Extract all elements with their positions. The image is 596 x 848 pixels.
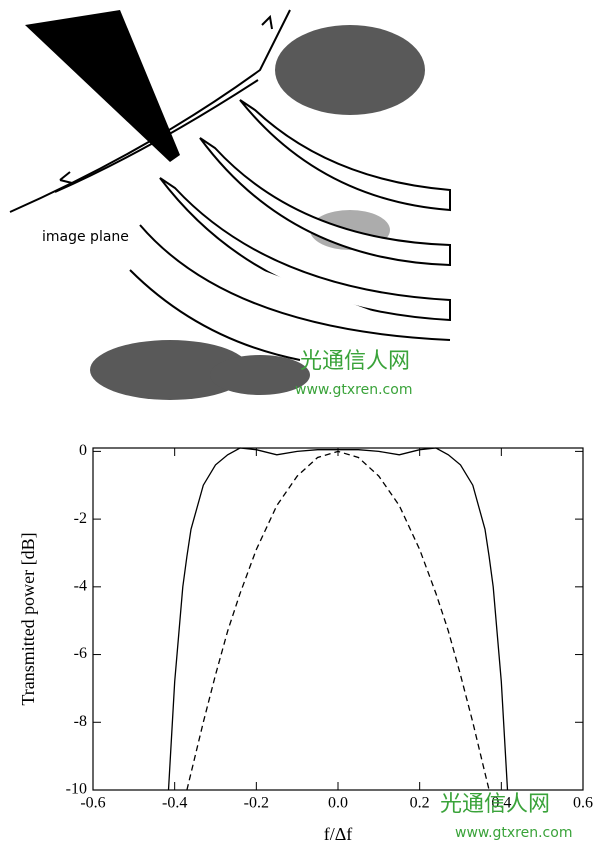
diagram-label: image plane — [42, 229, 129, 245]
x-tick-label: -0.4 — [162, 795, 187, 812]
y-tick-label: -2 — [74, 510, 87, 527]
y-tick-label: -8 — [74, 713, 87, 730]
wedge — [25, 10, 180, 162]
series-line — [187, 451, 489, 790]
y-tick-label: 0 — [79, 442, 87, 459]
diagram: image plane 光通信人网 www.gtxren.com — [10, 10, 450, 400]
page: image plane 光通信人网 www.gtxren.com -0.6-0.… — [0, 0, 596, 848]
x-tick-label: 0.2 — [410, 795, 430, 812]
x-axis-label: f/Δf — [324, 824, 353, 844]
plot-frame — [93, 448, 583, 790]
y-tick-label: -6 — [74, 645, 87, 662]
y-tick-label: -4 — [74, 578, 87, 595]
x-tick-label: -0.2 — [244, 795, 269, 812]
watermark-url: www.gtxren.com — [455, 825, 572, 841]
series-line — [169, 448, 508, 790]
x-tick-label: 0.6 — [573, 795, 593, 812]
x-tick-label: 0.0 — [328, 795, 348, 812]
y-axis-label: Transmitted power [dB] — [18, 532, 38, 705]
watermark: 光通信人网 — [440, 792, 550, 817]
y-tick-label: -10 — [66, 781, 87, 798]
watermark: 光通信人网 — [300, 349, 410, 374]
watermark-url: www.gtxren.com — [295, 382, 412, 398]
